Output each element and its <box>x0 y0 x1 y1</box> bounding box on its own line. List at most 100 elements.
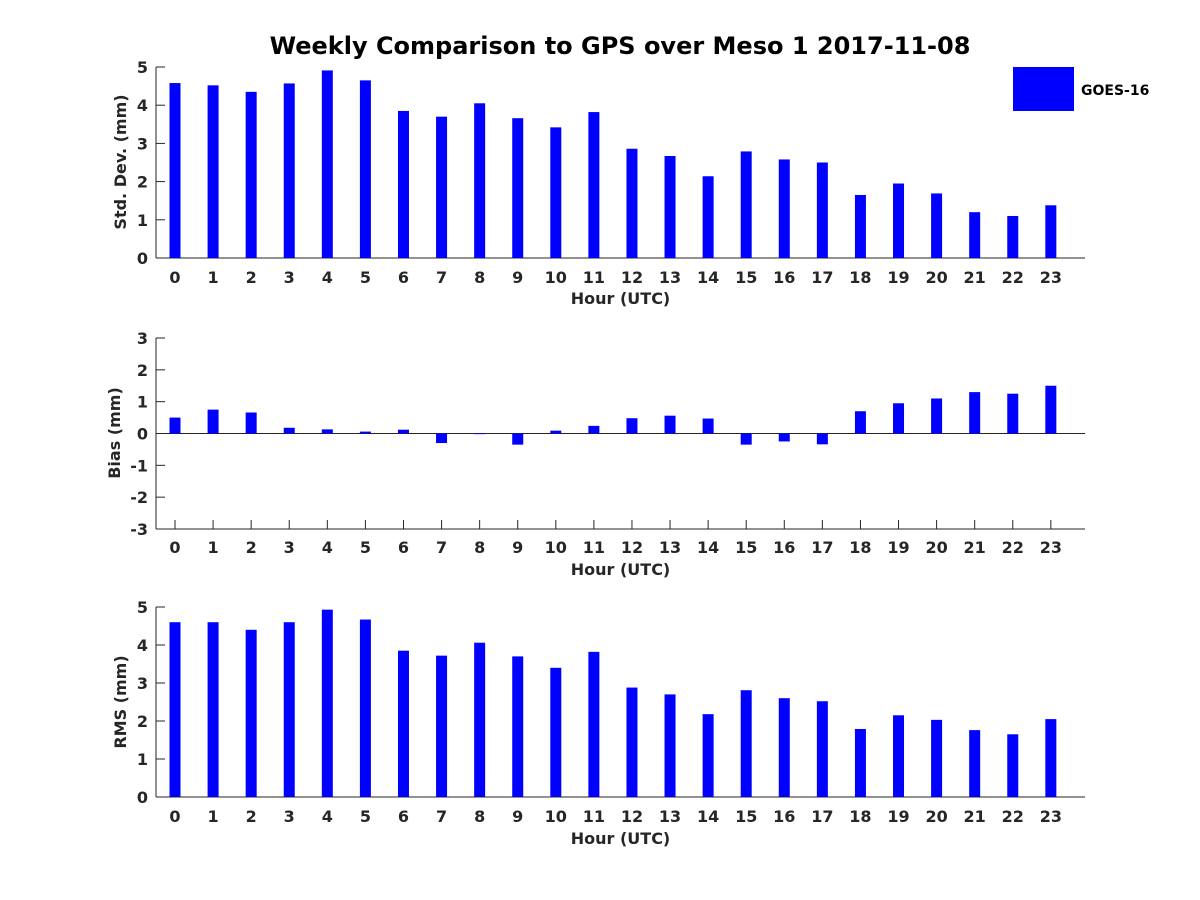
bar-rms-1 <box>207 622 219 797</box>
y-tick-label: -3 <box>130 520 148 539</box>
x-tick-label: 9 <box>512 807 523 826</box>
x-tick-label: 3 <box>284 807 295 826</box>
bar-rms-7 <box>436 655 448 797</box>
x-tick-label: 10 <box>545 538 567 557</box>
bar-rms-8 <box>474 642 486 797</box>
bar-bias-14 <box>702 418 714 434</box>
legend-label: GOES-16 <box>1081 83 1149 99</box>
x-tick-label: 20 <box>925 538 947 557</box>
x-tick-label: 22 <box>1002 268 1024 287</box>
x-tick-label: 7 <box>436 807 447 826</box>
bar-bias-11 <box>588 425 600 434</box>
bar-rms-9 <box>512 656 524 797</box>
x-tick-label: 6 <box>398 538 409 557</box>
y-axis-label: Std. Dev. (mm) <box>111 94 130 229</box>
x-tick-label: 12 <box>621 538 643 557</box>
y-tick-label: 3 <box>137 329 148 348</box>
x-tick-label: 13 <box>659 268 681 287</box>
x-tick-label: 21 <box>964 268 986 287</box>
bar-rms-0 <box>169 622 181 797</box>
bar-bias-17 <box>816 433 828 445</box>
x-tick-label: 22 <box>1002 807 1024 826</box>
bar-rms-22 <box>1007 734 1019 797</box>
bar-bias-18 <box>854 411 866 434</box>
legend: GOES-16 <box>1013 67 1149 111</box>
legend-swatch <box>1013 67 1074 111</box>
x-tick-label: 18 <box>849 538 871 557</box>
bar-bias-20 <box>931 398 943 434</box>
bar-bias-2 <box>245 412 257 434</box>
chart-title: Weekly Comparison to GPS over Meso 1 201… <box>270 32 971 60</box>
x-tick-label: 17 <box>811 268 833 287</box>
bar-std-dev-9 <box>512 118 524 258</box>
x-tick-label: 11 <box>583 538 605 557</box>
x-tick-label: 9 <box>512 538 523 557</box>
bar-std-dev-15 <box>740 151 752 258</box>
x-tick-label: 4 <box>322 268 333 287</box>
x-tick-label: 15 <box>735 538 757 557</box>
y-axis-label: RMS (mm) <box>111 655 130 748</box>
x-tick-label: 23 <box>1040 268 1062 287</box>
bar-bias-0 <box>169 417 181 434</box>
bar-rms-5 <box>359 619 371 797</box>
x-tick-label: 2 <box>246 807 257 826</box>
bar-rms-23 <box>1045 719 1057 797</box>
x-tick-label: 8 <box>474 538 485 557</box>
y-tick-label: 2 <box>137 173 148 192</box>
bar-rms-14 <box>702 714 714 797</box>
bar-bias-16 <box>778 433 790 442</box>
bar-rms-4 <box>321 609 333 797</box>
x-tick-label: 16 <box>773 807 795 826</box>
bar-rms-6 <box>397 650 409 797</box>
bar-std-dev-14 <box>702 176 714 258</box>
bar-bias-5 <box>359 431 371 434</box>
x-tick-label: 5 <box>360 268 371 287</box>
bar-std-dev-17 <box>816 162 828 258</box>
bar-bias-1 <box>207 409 219 434</box>
bar-bias-19 <box>893 403 905 434</box>
x-tick-label: 0 <box>169 807 180 826</box>
bar-rms-15 <box>740 690 752 797</box>
bar-bias-4 <box>321 429 333 434</box>
y-tick-label: 0 <box>137 788 148 807</box>
bar-std-dev-20 <box>931 193 943 258</box>
bar-rms-3 <box>283 622 295 797</box>
bar-std-dev-21 <box>969 212 981 258</box>
y-tick-label: 0 <box>137 249 148 268</box>
y-tick-label: 1 <box>137 393 148 412</box>
bar-std-dev-4 <box>321 70 333 258</box>
x-tick-label: 0 <box>169 538 180 557</box>
y-tick-label: -1 <box>130 456 148 475</box>
x-tick-label: 4 <box>322 807 333 826</box>
bar-rms-19 <box>893 715 905 797</box>
bar-bias-10 <box>550 430 562 434</box>
bar-bias-22 <box>1007 393 1019 434</box>
y-tick-label: 2 <box>137 361 148 380</box>
x-tick-label: 12 <box>621 807 643 826</box>
bar-std-dev-3 <box>283 83 295 259</box>
bar-rms-20 <box>931 719 943 797</box>
bar-std-dev-18 <box>854 194 866 258</box>
y-tick-label: 3 <box>137 674 148 693</box>
x-tick-label: 20 <box>925 807 947 826</box>
bar-std-dev-8 <box>474 103 486 258</box>
x-tick-label: 21 <box>964 807 986 826</box>
x-tick-label: 0 <box>169 268 180 287</box>
y-tick-label: 4 <box>137 96 148 115</box>
bar-std-dev-19 <box>893 183 905 258</box>
bar-std-dev-13 <box>664 156 676 258</box>
bar-rms-13 <box>664 694 676 797</box>
x-tick-label: 21 <box>964 538 986 557</box>
bar-rms-10 <box>550 667 562 797</box>
x-tick-label: 11 <box>583 268 605 287</box>
bar-std-dev-23 <box>1045 205 1057 258</box>
x-tick-label: 22 <box>1002 538 1024 557</box>
x-tick-label: 1 <box>208 268 219 287</box>
x-tick-label: 1 <box>208 807 219 826</box>
bar-bias-23 <box>1045 385 1057 434</box>
x-tick-label: 23 <box>1040 807 1062 826</box>
bar-rms-16 <box>778 698 790 797</box>
y-tick-label: -2 <box>130 488 148 507</box>
